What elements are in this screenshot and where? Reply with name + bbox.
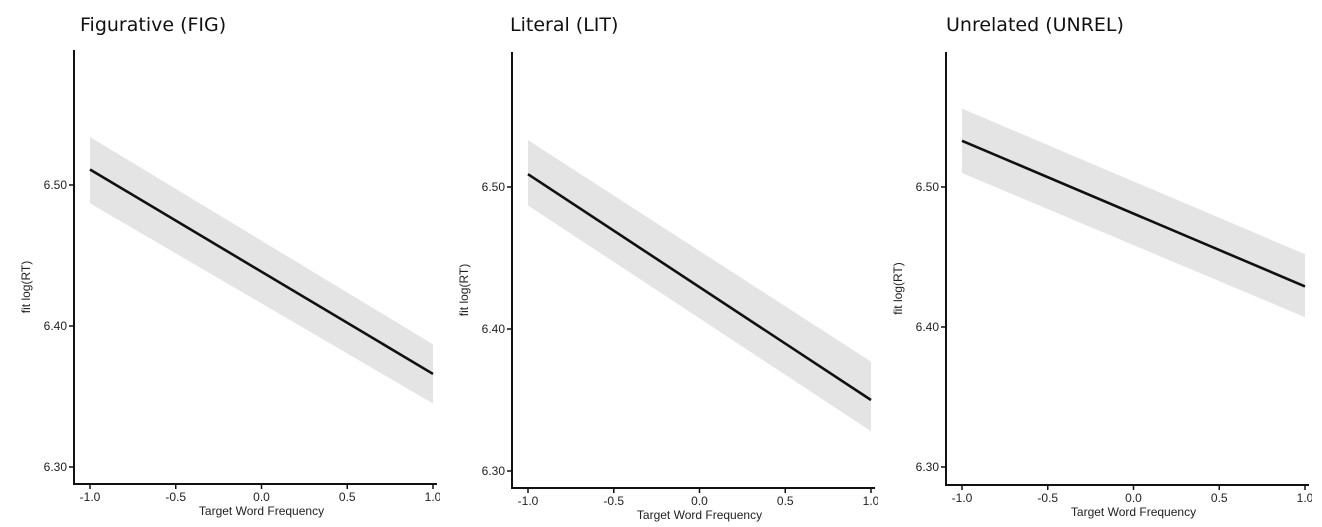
x-tick-label: -0.5 bbox=[165, 490, 186, 504]
y-axis-label: fit log(RT) bbox=[891, 262, 905, 314]
y-tick-label: 6.30 bbox=[916, 460, 940, 474]
x-tick-label: -1.0 bbox=[80, 490, 101, 504]
fit-line bbox=[961, 139, 1306, 288]
x-axis-label: Target Word Frequency bbox=[1071, 505, 1196, 519]
x-tick-label: 0.5 bbox=[339, 490, 356, 504]
x-tick-label: 0.0 bbox=[691, 494, 708, 508]
x-tick-label: -0.5 bbox=[603, 494, 624, 508]
fit-line bbox=[89, 168, 434, 376]
x-tick-label: 0.5 bbox=[1211, 491, 1228, 505]
y-tick-label: 6.40 bbox=[44, 319, 68, 333]
y-tick-label: 6.40 bbox=[482, 322, 506, 336]
x-tick-label: 0.5 bbox=[777, 494, 794, 508]
y-tick-label: 6.40 bbox=[916, 320, 940, 334]
x-tick-label: -1.0 bbox=[518, 494, 539, 508]
y-tick-label: 6.50 bbox=[44, 178, 68, 192]
x-tick-label: -1.0 bbox=[952, 491, 973, 505]
fit-line bbox=[527, 173, 872, 402]
chart-svg: 6.30 6.40 6.50 -1.0 -0.5 0.0 0.5 1.0 Target Word… bbox=[891, 52, 1312, 519]
y-tick-label: 6.30 bbox=[482, 464, 506, 478]
chart-title: Literal (LIT) bbox=[510, 14, 619, 36]
x-tick-label: 1.0 bbox=[1297, 491, 1312, 505]
x-tick-label: 1.0 bbox=[425, 490, 440, 504]
chart-title: Figurative (FIG) bbox=[80, 14, 227, 36]
x-tick-label: 0.0 bbox=[253, 490, 270, 504]
y-axis-label: fit log(RT) bbox=[457, 264, 471, 316]
x-tick-label: -0.5 bbox=[1037, 491, 1058, 505]
y-axis-label: fit log(RT) bbox=[19, 261, 33, 313]
chart-svg: 6.30 6.40 6.50 -1.0 -0.5 0.0 0.5 1.0 Target Word… bbox=[19, 50, 440, 518]
chart-panel-unrelated: Unrelated (UNREL) 6.30 6.40 6.50 -1.0 -0.5 0.… bbox=[872, 0, 1312, 527]
y-tick-label: 6.50 bbox=[916, 180, 940, 194]
chart-svg: 6.30 6.40 6.50 -1.0 -0.5 0.0 0.5 1.0 Target Word… bbox=[457, 52, 878, 522]
x-tick-label: 0.0 bbox=[1125, 491, 1142, 505]
x-axis-label: Target Word Frequency bbox=[637, 508, 762, 522]
x-tick-label: 1.0 bbox=[863, 494, 878, 508]
chart-title: Unrelated (UNREL) bbox=[946, 14, 1124, 36]
chart-panel-literal: Literal (LIT) 6.30 6.40 6.50 -1.0 -0.5 0.0 0.5… bbox=[438, 0, 878, 527]
chart-panel-figurative: Figurative (FIG) 6.30 6.40 6.50 -1.0 -0.5 0.0… bbox=[0, 0, 440, 527]
y-tick-label: 6.50 bbox=[482, 180, 506, 194]
x-axis-label: Target Word Frequency bbox=[199, 504, 324, 518]
y-tick-label: 6.30 bbox=[44, 460, 68, 474]
